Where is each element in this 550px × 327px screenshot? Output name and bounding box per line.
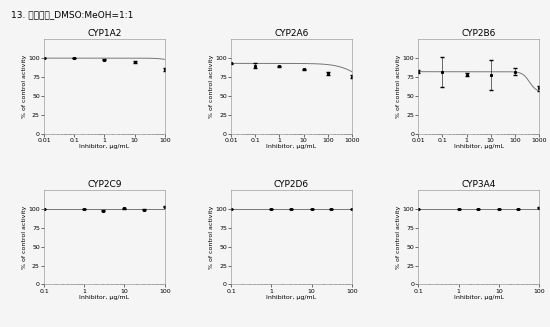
Y-axis label: % of control activity: % of control activity xyxy=(396,55,401,118)
Text: 13. 쓸팔메토_DMSO:MeOH=1:1: 13. 쓸팔메토_DMSO:MeOH=1:1 xyxy=(11,10,133,19)
X-axis label: Inhibitor, μg/mL: Inhibitor, μg/mL xyxy=(79,295,129,300)
Y-axis label: % of control activity: % of control activity xyxy=(396,206,401,269)
X-axis label: Inhibitor, μg/mL: Inhibitor, μg/mL xyxy=(266,144,317,149)
X-axis label: Inhibitor, μg/mL: Inhibitor, μg/mL xyxy=(79,144,129,149)
Title: CYP2D6: CYP2D6 xyxy=(274,181,309,189)
Title: CYP2B6: CYP2B6 xyxy=(461,29,496,39)
X-axis label: Inhibitor, μg/mL: Inhibitor, μg/mL xyxy=(266,295,317,300)
Title: CYP2A6: CYP2A6 xyxy=(274,29,309,39)
X-axis label: Inhibitor, μg/mL: Inhibitor, μg/mL xyxy=(454,295,504,300)
Y-axis label: % of control activity: % of control activity xyxy=(22,206,27,269)
Title: CYP2C9: CYP2C9 xyxy=(87,181,122,189)
Title: CYP3A4: CYP3A4 xyxy=(461,181,496,189)
Y-axis label: % of control activity: % of control activity xyxy=(22,55,27,118)
X-axis label: Inhibitor, μg/mL: Inhibitor, μg/mL xyxy=(454,144,504,149)
Y-axis label: % of control activity: % of control activity xyxy=(209,206,214,269)
Title: CYP1A2: CYP1A2 xyxy=(87,29,122,39)
Y-axis label: % of control activity: % of control activity xyxy=(209,55,214,118)
